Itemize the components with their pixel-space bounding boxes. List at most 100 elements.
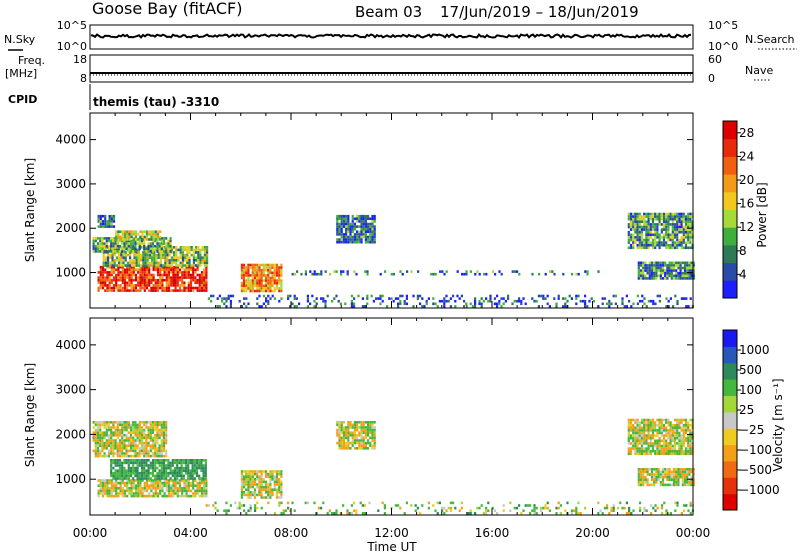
echo-cell <box>381 299 384 303</box>
echo-cell <box>336 441 339 445</box>
echo-cell <box>134 278 138 282</box>
echo-cell <box>658 212 661 216</box>
echo-cell <box>487 299 490 303</box>
echo-cell <box>117 230 120 233</box>
echo-cell <box>687 509 690 512</box>
echo-cell <box>608 302 611 306</box>
echo-cell <box>110 273 113 277</box>
echo-cell <box>242 281 246 285</box>
echo-cell <box>265 297 268 300</box>
echo-cell <box>99 441 102 445</box>
echo-cell <box>340 222 343 226</box>
echo-cell <box>256 506 259 510</box>
echo-cell <box>289 305 292 308</box>
echo-cell <box>158 464 161 467</box>
echo-cell <box>638 241 641 244</box>
echo-cell <box>275 284 279 288</box>
echo-cell <box>200 286 204 290</box>
echo-cell <box>280 281 283 285</box>
echo-cell <box>443 302 446 306</box>
echo-cell <box>656 225 659 229</box>
echo-cell <box>121 477 124 480</box>
echo-cell <box>184 264 187 267</box>
echo-cell <box>195 461 199 465</box>
echo-cell <box>162 434 166 437</box>
echo-cell <box>251 284 254 288</box>
echo-cell <box>670 261 673 265</box>
echo-cell <box>335 294 338 298</box>
echo-cell <box>205 278 208 282</box>
echo-cell <box>129 454 133 458</box>
echo-cell <box>533 509 536 512</box>
echo-cell <box>673 452 677 456</box>
echo-cell <box>130 276 133 279</box>
echo-cell <box>271 488 274 491</box>
echo-cell <box>137 259 140 262</box>
echo-cell <box>347 235 350 239</box>
echo-cell <box>203 261 206 265</box>
echo-cell <box>136 439 139 442</box>
colorbar-swatch <box>723 209 737 228</box>
echo-cell <box>203 268 206 272</box>
echo-cell <box>651 449 655 453</box>
echo-cell <box>350 305 353 308</box>
echo-cell <box>683 478 687 481</box>
echo-cell <box>637 274 640 278</box>
echo-cell <box>358 220 361 223</box>
echo-cell <box>187 459 190 462</box>
echo-cell <box>130 487 133 490</box>
echo-cell <box>139 278 142 282</box>
echo-cell <box>138 436 141 440</box>
echo-cell <box>373 444 376 447</box>
echo-cell <box>136 452 139 455</box>
echo-cell <box>198 461 201 465</box>
echo-cell <box>678 220 681 224</box>
echo-cell <box>141 273 144 277</box>
echo-cell <box>154 439 157 442</box>
echo-cell <box>175 256 178 259</box>
echo-cell <box>392 272 395 276</box>
echo-cell <box>154 265 157 269</box>
echo-cell <box>174 271 177 274</box>
echo-cell <box>678 426 681 430</box>
echo-cell <box>673 429 677 432</box>
echo-cell <box>247 279 250 282</box>
echo-cell <box>690 261 693 265</box>
echo-cell <box>324 302 327 306</box>
echo-cell <box>358 235 361 239</box>
echo-cell <box>403 302 406 306</box>
echo-cell <box>678 447 681 450</box>
echo-cell <box>99 431 102 434</box>
echo-cell <box>186 251 189 254</box>
echo-cell <box>110 220 113 223</box>
echo-cell <box>360 434 363 437</box>
echo-cell <box>656 444 659 448</box>
echo-cell <box>162 444 166 447</box>
echo-cell <box>645 426 648 430</box>
echo-cell <box>648 483 651 487</box>
echo-cell <box>96 242 100 245</box>
echo-cell <box>192 481 195 485</box>
echo-cell <box>639 475 643 479</box>
echo-cell <box>109 264 112 267</box>
echo-cell <box>108 276 111 279</box>
echo-cell <box>687 246 690 250</box>
echo-cell <box>162 246 165 249</box>
echo-cell <box>345 233 348 236</box>
echo-cell <box>688 478 691 481</box>
echo-cell <box>97 286 100 290</box>
echo-cell <box>638 217 641 221</box>
echo-cell <box>271 289 274 293</box>
echo-cell <box>666 473 669 476</box>
echo-cell <box>133 261 136 265</box>
echo-cell <box>542 294 545 298</box>
echo-cell <box>127 441 130 445</box>
echo-cell <box>662 215 666 218</box>
echo-cell <box>245 284 248 288</box>
echo-cell <box>108 217 111 221</box>
echo-cell <box>662 236 666 239</box>
echo-cell <box>267 294 270 298</box>
echo-cell <box>651 447 655 450</box>
echo-cell <box>667 442 670 445</box>
echo-cell <box>94 250 97 253</box>
